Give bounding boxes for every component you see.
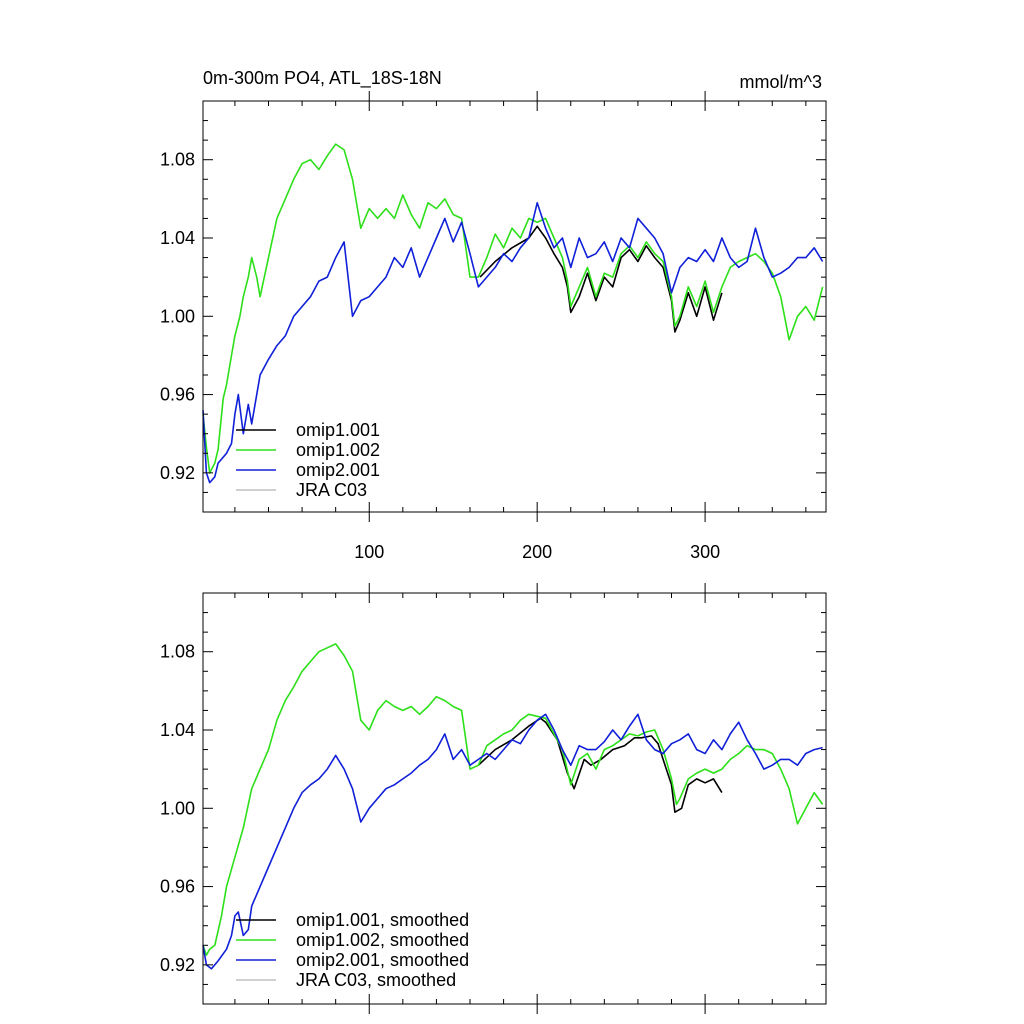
series-line-omip1-002	[202, 143, 824, 474]
legend-label: omip2.001	[296, 460, 380, 480]
plot-frame	[202, 592, 827, 1005]
legend-label: omip1.001	[296, 420, 380, 440]
y-tick-label: 1.04	[160, 720, 195, 740]
y-tick-label: 0.96	[160, 877, 195, 897]
y-tick-label: 0.92	[160, 955, 195, 975]
x-tick-label: 300	[690, 542, 720, 562]
y-tick-label: 0.96	[160, 385, 195, 405]
legend-label: omip2.001, smoothed	[296, 950, 469, 970]
y-tick-label: 1.00	[160, 306, 195, 326]
y-tick-label: 1.04	[160, 228, 195, 248]
units-label: mmol/m^3	[740, 72, 822, 92]
legend-label: omip1.002	[296, 440, 380, 460]
series-line-omip1-002-smoothed	[202, 643, 824, 956]
legend-label: JRA C03, smoothed	[296, 970, 456, 990]
chart-title: 0m-300m PO4, ATL_18S-18N	[203, 68, 442, 89]
x-tick-label: 200	[522, 542, 552, 562]
legend-label: omip1.002, smoothed	[296, 930, 469, 950]
y-tick-label: 0.92	[160, 463, 195, 483]
series-line-omip1-001-smoothed	[477, 717, 723, 813]
legend-label: omip1.001, smoothed	[296, 910, 469, 930]
series-line-omip2-001	[202, 202, 824, 484]
legend-label: JRA C03	[296, 480, 367, 500]
y-tick-label: 1.00	[160, 798, 195, 818]
y-tick-label: 1.08	[160, 642, 195, 662]
series-line-omip2-001-smoothed	[202, 713, 823, 970]
x-tick-label: 100	[354, 542, 384, 562]
y-tick-label: 1.08	[160, 150, 195, 170]
series-line-omip1-001	[479, 225, 723, 333]
plot-frame	[202, 100, 827, 513]
